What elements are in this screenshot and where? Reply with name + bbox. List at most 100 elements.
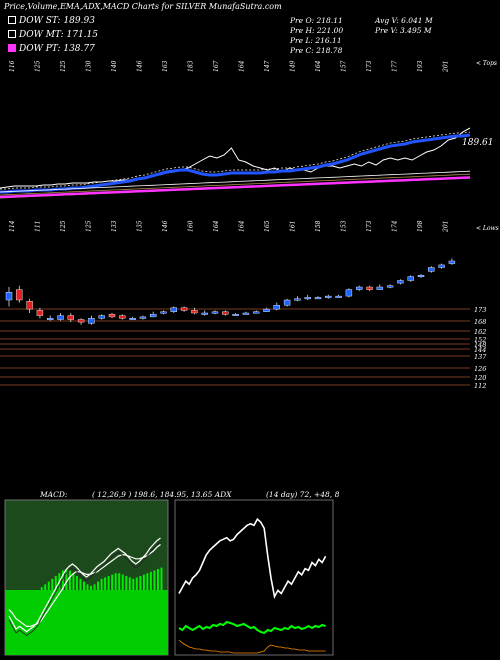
candle-up bbox=[5, 292, 13, 301]
candle-up bbox=[232, 314, 239, 316]
candle-up bbox=[304, 297, 311, 300]
lows-label: < Lows bbox=[476, 225, 499, 232]
price-level-label: 148 bbox=[474, 341, 486, 349]
candle-down bbox=[119, 315, 126, 319]
macd-histogram-bar bbox=[47, 581, 50, 591]
macd-histogram-bar bbox=[44, 584, 47, 591]
macd-histogram-bar bbox=[139, 576, 142, 591]
candle-up bbox=[376, 286, 383, 290]
price-level-label: 173 bbox=[474, 306, 486, 314]
macd-histogram-bar bbox=[79, 578, 82, 591]
macd-histogram-bar bbox=[125, 576, 128, 591]
legend-dow-mt: DOW MT: 171.15 bbox=[8, 30, 98, 40]
price-level-label: 162 bbox=[474, 328, 486, 336]
top-tick-label: 125 bbox=[35, 60, 42, 72]
top-tick-label: 125 bbox=[60, 60, 67, 72]
top-tick-label: 116 bbox=[9, 60, 16, 72]
macd-lower-fill bbox=[5, 590, 168, 655]
macd-histogram-bar bbox=[107, 576, 110, 591]
low-tick-label: 153 bbox=[341, 220, 348, 232]
low-tick-label: 135 bbox=[137, 220, 144, 232]
ema-value-label: 189.61 bbox=[462, 138, 494, 148]
adx-minus-di-line bbox=[178, 639, 326, 654]
candle-up bbox=[283, 299, 291, 306]
stat-pre-high: Pre H: 221.00 bbox=[290, 26, 344, 35]
candle-down bbox=[26, 301, 33, 310]
stat-pre-close: Pre C: 218.78 bbox=[290, 46, 343, 55]
legend-text-pt: DOW PT: 138.77 bbox=[19, 44, 95, 54]
macd-histogram-bar bbox=[128, 577, 131, 591]
low-tick-label: 114 bbox=[9, 220, 16, 232]
candle-up bbox=[438, 264, 445, 268]
macd-histogram-bar bbox=[61, 570, 64, 591]
legend-swatch-pt bbox=[8, 44, 16, 52]
macd-histogram-bar bbox=[90, 585, 93, 591]
price-level-label: 168 bbox=[474, 318, 486, 326]
low-tick-label: 125 bbox=[60, 220, 67, 232]
top-tick-label: 164 bbox=[239, 60, 246, 72]
candle-up bbox=[47, 318, 54, 320]
price-level-label: 120 bbox=[474, 374, 486, 382]
macd-histogram-bar bbox=[121, 574, 124, 591]
candle-down bbox=[191, 310, 198, 314]
tops-label: < Tops bbox=[476, 60, 498, 67]
candle-down bbox=[222, 311, 229, 315]
low-tick-label: 165 bbox=[264, 220, 271, 232]
macd-histogram-bar bbox=[97, 581, 100, 591]
macd-histogram-bar bbox=[114, 573, 117, 591]
candle-up bbox=[314, 297, 322, 300]
low-tick-label: 173 bbox=[366, 220, 373, 232]
low-tick-label: 160 bbox=[188, 220, 195, 232]
candle-up bbox=[294, 298, 301, 301]
top-tick-label: 140 bbox=[111, 60, 118, 72]
low-tick-label: 125 bbox=[86, 220, 93, 232]
top-tick-label: 201 bbox=[443, 61, 450, 73]
ema-short-line bbox=[0, 133, 471, 194]
price-level-label: 152 bbox=[474, 336, 486, 344]
top-tick-label: 183 bbox=[188, 60, 195, 72]
macd-histogram-bar bbox=[118, 573, 121, 591]
macd-histogram-bar bbox=[153, 570, 156, 591]
macd-label: MACD: bbox=[40, 490, 68, 499]
candle-up bbox=[428, 267, 435, 272]
candle-up bbox=[160, 311, 167, 314]
price-line bbox=[0, 127, 471, 189]
macd-signal-line bbox=[8, 544, 161, 628]
top-tick-label: 130 bbox=[86, 60, 93, 72]
candle-up bbox=[448, 260, 456, 264]
macd-shadow-line bbox=[8, 541, 161, 636]
candle-down bbox=[77, 319, 85, 323]
candle-up bbox=[88, 318, 95, 324]
candle-up bbox=[129, 318, 136, 320]
stat-avg-volume: Avg V: 6.041 M bbox=[375, 16, 433, 25]
macd-histogram-bar bbox=[135, 577, 138, 591]
candle-down bbox=[67, 315, 75, 320]
low-tick-label: 201 bbox=[443, 221, 450, 233]
price-level-label: 126 bbox=[474, 365, 486, 373]
macd-histogram-bar bbox=[82, 581, 85, 591]
top-tick-label: 149 bbox=[290, 60, 297, 72]
adx-panel-bg bbox=[174, 499, 334, 656]
candle-up bbox=[149, 314, 157, 318]
macd-histogram-bar bbox=[54, 576, 57, 591]
candle-up bbox=[386, 285, 394, 288]
top-tick-label: 167 bbox=[213, 60, 220, 72]
candle-up bbox=[170, 307, 178, 312]
stat-pre-volume: Pre V: 3.495 M bbox=[375, 26, 432, 35]
candle-up bbox=[263, 308, 270, 312]
ema-pt-line bbox=[0, 176, 471, 199]
top-tick-label: 147 bbox=[264, 60, 271, 72]
stat-pre-open: Pre O: 218.11 bbox=[290, 16, 343, 25]
top-tick-label: 146 bbox=[137, 60, 144, 72]
ema-short-dashed-line bbox=[0, 131, 471, 190]
ema-mid-tan-line bbox=[0, 173, 471, 196]
low-tick-label: 133 bbox=[111, 220, 118, 232]
legend-swatch-mt bbox=[8, 30, 16, 38]
low-tick-label: 158 bbox=[315, 220, 322, 232]
candle-up bbox=[98, 315, 105, 319]
low-tick-label: 161 bbox=[290, 221, 297, 232]
legend-dow-pt: DOW PT: 138.77 bbox=[8, 44, 95, 54]
candle-up bbox=[252, 311, 260, 314]
price-level-label: 137 bbox=[474, 353, 487, 361]
top-tick-label: 163 bbox=[162, 60, 169, 72]
